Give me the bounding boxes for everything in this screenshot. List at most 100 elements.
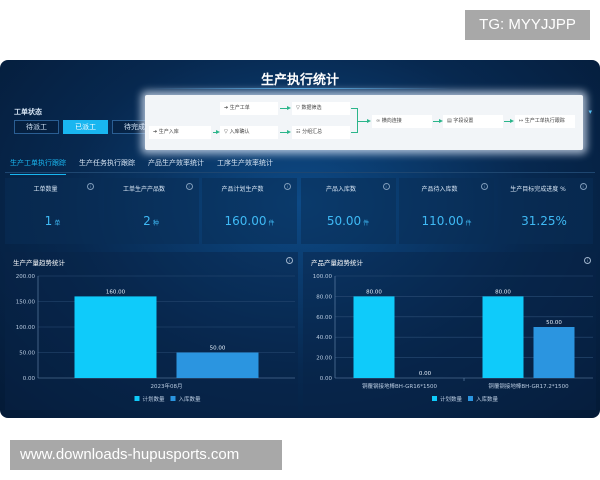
status-button-dispatched[interactable]: 已派工 — [63, 120, 108, 134]
bar — [533, 327, 575, 378]
legend-label: 入库数量 — [476, 395, 499, 403]
status-button-pending-dispatch[interactable]: 待派工 — [14, 120, 59, 134]
bar — [482, 296, 524, 378]
data-label: 50.00 — [210, 346, 226, 352]
flow-node-label: 入库确认 — [229, 129, 250, 135]
kpi-card: 工单生产产品数 i 2 种 — [103, 178, 199, 244]
flow-node-label: 横向连接 — [381, 118, 402, 124]
bar — [353, 296, 395, 378]
chart-panel-product-trend: 产品产量趋势统计 i 0.00 20.00 40.00 60.00 80.00 100.0… — [303, 252, 596, 410]
kpi-unit: 种 — [152, 220, 159, 227]
flow-node[interactable]: ▽ 入库确认 — [220, 126, 278, 139]
kpi-label: 产品计划生产数 — [221, 186, 264, 193]
chevron-down-icon[interactable]: ▾ — [588, 108, 592, 116]
flow-arrow — [280, 130, 291, 134]
x-tick-label: 2023年08月 — [151, 382, 183, 390]
y-tick-label: 40.00 — [316, 335, 332, 341]
kpi-value: 160.00 件 — [202, 214, 297, 228]
data-label: 0.00 — [419, 371, 432, 377]
tab-work-order-tracking[interactable]: 生产工单执行跟踪 — [10, 158, 66, 175]
kpi-label: 工单生产产品数 — [122, 186, 165, 193]
chart-title: 生产产量趋势统计 — [13, 259, 65, 267]
tab-divider — [5, 172, 595, 173]
flow-node[interactable]: ∞ 横向连接 — [372, 115, 432, 128]
kpi-number: 110.00 — [421, 214, 464, 228]
info-icon[interactable]: i — [579, 183, 587, 190]
y-tick-label: 80.00 — [316, 294, 332, 300]
chart-product-trend: 0.00 20.00 40.00 60.00 80.00 100.00 80.00 0.00 铜… — [313, 274, 593, 403]
legend-swatch — [170, 396, 176, 401]
y-tick-label: 50.00 — [19, 351, 35, 357]
kpi-unit: 件 — [268, 220, 275, 227]
flow-arrow — [213, 130, 220, 134]
kpi-label: 生产目标完成进度 % — [510, 186, 566, 193]
bar — [176, 352, 259, 378]
flow-node[interactable]: ▽ 数据筛选 — [292, 102, 350, 115]
tab-task-tracking[interactable]: 生产任务执行跟踪 — [79, 159, 135, 167]
page-title: 生产执行统计 — [260, 73, 339, 88]
tab-process-efficiency[interactable]: 工序生产效率统计 — [217, 159, 273, 167]
info-icon[interactable]: i — [286, 257, 293, 264]
legend-swatch — [134, 396, 140, 401]
dashboard: 生产执行统计 工单状态 待派工 已派工 待完成 ▾ ➔ 生产工单 ▽ 数据筛选 … — [0, 60, 600, 418]
bar — [74, 296, 157, 378]
kpi-label: 产品待入库数 — [421, 186, 458, 193]
flow-connector — [351, 108, 358, 133]
info-icon[interactable]: i — [584, 257, 591, 264]
legend-label: 计划数量 — [440, 395, 463, 403]
kpi-card: 生产目标完成进度 % i 31.25% — [497, 178, 593, 244]
watermark-bottom: www.downloads-hupusports.com — [10, 440, 282, 470]
flow-node[interactable]: ☷ 分组汇总 — [292, 126, 350, 139]
flow-arrow — [504, 119, 514, 123]
kpi-card: 产品入库数 i 50.00 件 — [300, 178, 396, 244]
kpi-unit: 件 — [465, 220, 472, 227]
kpi-unit: 件 — [363, 220, 370, 227]
flow-node-label: 字段设置 — [453, 118, 474, 124]
status-label: 工单状态 — [14, 108, 42, 116]
legend-swatch — [468, 396, 473, 401]
kpi-number: 2 — [143, 214, 151, 228]
flow-node[interactable]: ▤ 字段设置 — [443, 115, 503, 128]
kpi-unit: 单 — [54, 220, 61, 227]
kpi-value: 31.25% — [498, 214, 593, 228]
kpi-card: 产品待入库数 i 110.00 件 — [399, 178, 494, 244]
info-icon[interactable]: i — [185, 183, 193, 190]
flow-arrow — [433, 119, 443, 123]
tab-bar: 生产工单执行跟踪 生产任务执行跟踪 产品生产效率统计 工序生产效率统计 — [10, 158, 273, 175]
flow-node[interactable]: ➔ 生产入库 — [149, 126, 211, 139]
info-icon[interactable]: i — [382, 183, 390, 190]
flow-node[interactable]: ↦ 生产工单执行跟踪 — [515, 115, 575, 128]
kpi-number: 1 — [44, 214, 53, 228]
kpi-card: 工单数量 i 1 单 — [5, 178, 100, 244]
kpi-number: 50.00 — [326, 214, 362, 228]
info-icon[interactable]: i — [284, 183, 291, 190]
tab-product-efficiency[interactable]: 产品生产效率统计 — [148, 159, 204, 167]
data-label: 160.00 — [106, 289, 126, 295]
chart-title: 产品产量趋势统计 — [311, 259, 363, 267]
y-tick-label: 100.00 — [313, 274, 333, 280]
flow-arrow — [358, 119, 371, 123]
flow-node[interactable]: ➔ 生产工单 — [220, 102, 278, 115]
data-label: 80.00 — [495, 289, 511, 295]
info-icon[interactable]: i — [87, 183, 94, 190]
watermark-top: TG: MYYJJPP — [465, 10, 590, 40]
flow-node-label: 生产工单 — [229, 105, 250, 111]
x-tick-label: 铜覆钢接地棒BH-GR17.2*1500 — [488, 382, 569, 390]
y-tick-label: 20.00 — [316, 356, 332, 362]
title-divider — [150, 88, 450, 89]
kpi-number: 160.00 — [224, 214, 267, 228]
kpi-label: 产品入库数 — [325, 186, 356, 193]
data-label: 50.00 — [546, 320, 562, 326]
flow-diagram: ➔ 生产工单 ▽ 数据筛选 ➔ 生产入库 ▽ 入库确认 ☷ 分组汇总 ∞ 横向连… — [145, 95, 583, 150]
flow-node-label: 生产工单执行跟踪 — [524, 118, 565, 124]
y-tick-label: 100.00 — [16, 325, 36, 331]
y-tick-label: 0.00 — [23, 376, 36, 382]
x-tick-label: 铜覆钢接地棒BH-GR16*1500 — [362, 382, 437, 390]
kpi-card: 产品计划生产数 i 160.00 件 — [202, 178, 297, 244]
chart-production-trend: 0.00 50.00 100.00 150.00 200.00 160.00 50.00 20… — [16, 274, 295, 403]
info-icon[interactable]: i — [481, 183, 488, 190]
y-tick-label: 200.00 — [16, 274, 36, 280]
chart-panel-production-trend: 生产产量趋势统计 i 0.00 50.00 100.00 150.00 200.00 16… — [5, 252, 298, 410]
